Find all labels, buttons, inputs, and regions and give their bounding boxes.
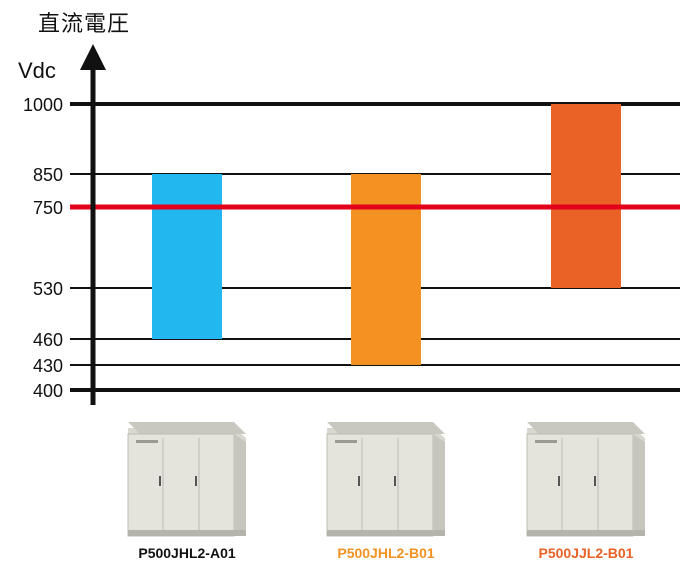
tick-labels: 400 430 460 530 750 850 1000 bbox=[23, 95, 63, 401]
axis-title: 直流電圧 bbox=[38, 11, 131, 36]
tick-label-460: 460 bbox=[33, 330, 63, 350]
bars bbox=[152, 104, 621, 365]
bar-P500JHL2-A01 bbox=[152, 174, 222, 339]
inverter-cabinet-image bbox=[122, 418, 252, 538]
axis-unit: Vdc bbox=[18, 58, 56, 83]
product-label: P500JHL2-A01 bbox=[138, 545, 236, 561]
bar-P500JJL2-B01 bbox=[551, 104, 621, 288]
tick-label-530: 530 bbox=[33, 279, 63, 299]
product-label: P500JJL2-B01 bbox=[538, 545, 634, 561]
product-label: P500JHL2-B01 bbox=[337, 545, 435, 561]
inverter-cabinet-image bbox=[521, 418, 651, 538]
tick-label-430: 430 bbox=[33, 356, 63, 376]
tick-label-750: 750 bbox=[33, 198, 63, 218]
inverter-cabinet-image bbox=[321, 418, 451, 538]
tick-label-850: 850 bbox=[33, 165, 63, 185]
y-axis-group bbox=[80, 44, 106, 405]
bar-P500JHL2-B01 bbox=[351, 174, 421, 365]
y-axis-arrow bbox=[80, 44, 106, 70]
tick-label-400: 400 bbox=[33, 381, 63, 401]
tick-label-1000: 1000 bbox=[23, 95, 63, 115]
